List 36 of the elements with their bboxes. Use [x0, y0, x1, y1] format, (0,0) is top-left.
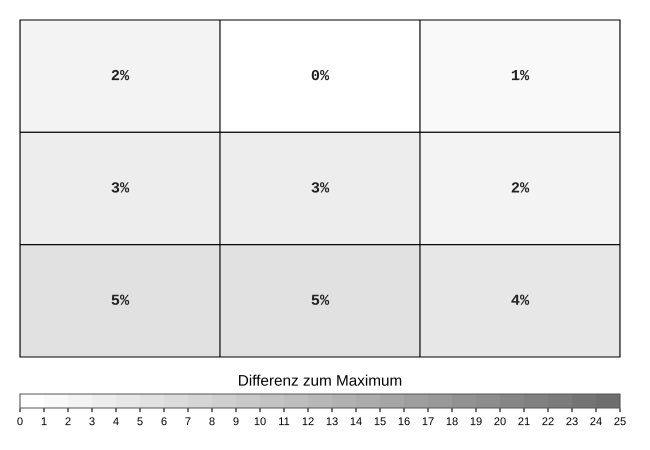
color-bar-label: 22 [542, 417, 554, 426]
color-bar-label: 10 [254, 417, 266, 426]
color-bar-label: 5 [137, 417, 143, 426]
data-label: 0% [312, 70, 330, 80]
color-bar-label: 18 [446, 417, 458, 426]
data-label: 4% [511, 294, 530, 305]
color-bar-label: 13 [326, 417, 338, 426]
color-bar-label: 20 [494, 417, 506, 426]
color-bar-label: 6 [161, 417, 167, 426]
color-bar-label: 24 [590, 417, 602, 426]
color-bar-label: 7 [185, 417, 191, 426]
color-bar-label: 15 [374, 417, 386, 426]
color-bar-label: 3 [89, 417, 95, 426]
color-bar-label: 11 [279, 417, 290, 426]
color-bar-label: 17 [422, 417, 434, 426]
color-bar-label: 1 [42, 417, 47, 426]
color-bar-label: 12 [302, 417, 314, 426]
color-bar-label: 21 [518, 417, 530, 426]
color-bar-label: 2 [65, 417, 71, 426]
color-bar-label: 4 [113, 417, 119, 426]
color-bar-label: 9 [233, 417, 239, 426]
color-bar-label: 14 [350, 417, 362, 426]
color-bar-label: 23 [566, 417, 578, 426]
color-bar-title: Differenz zum Maximum [239, 374, 402, 386]
data-label: 2% [112, 70, 130, 80]
color-bar-label: 25 [614, 417, 626, 426]
color-bar-label: 16 [398, 417, 410, 426]
data-label: 3% [112, 182, 130, 193]
data-label: 2% [512, 182, 530, 193]
data-label: 5% [312, 294, 330, 305]
color-bar-label: 8 [209, 417, 215, 426]
color-bar-label: 0 [17, 417, 23, 426]
data-label: 1% [512, 70, 530, 80]
color-bar-label: 19 [470, 417, 482, 426]
data-label: 5% [112, 294, 130, 305]
data-label: 3% [312, 182, 330, 193]
